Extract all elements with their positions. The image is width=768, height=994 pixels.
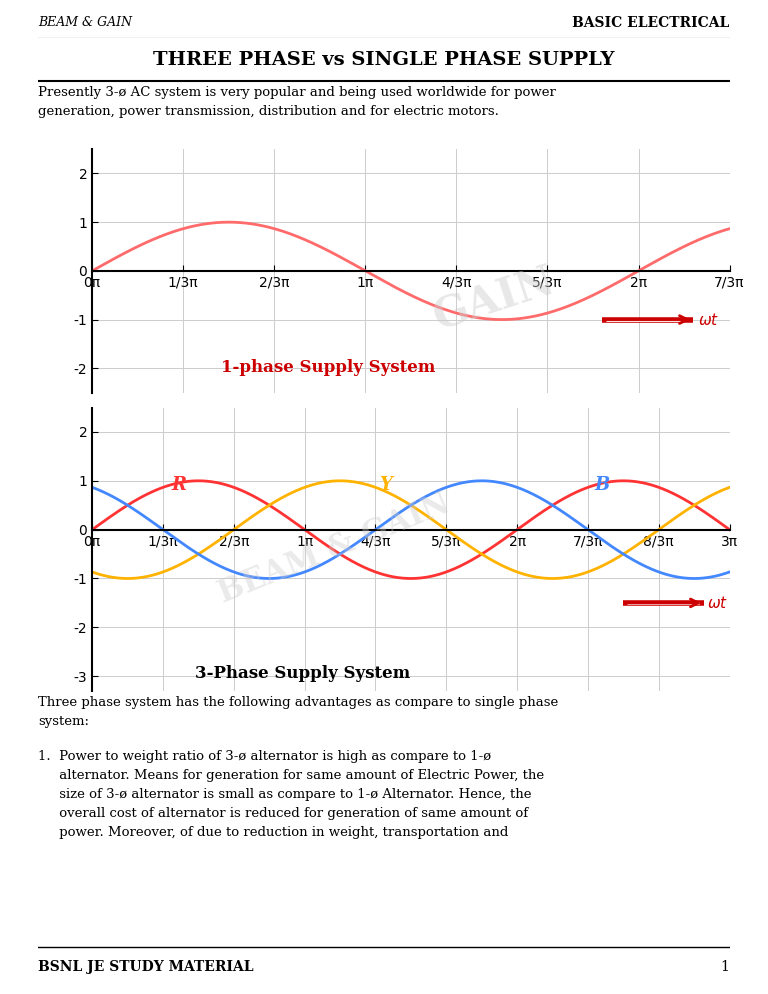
Text: B: B (594, 475, 610, 494)
Text: BEAM & GAIN: BEAM & GAIN (38, 16, 133, 30)
Text: $\omega t$: $\omega t$ (697, 311, 719, 328)
Text: GAIN: GAIN (428, 260, 560, 339)
Text: BEAM & GAIN: BEAM & GAIN (214, 489, 455, 609)
Text: 3-Phase Supply System: 3-Phase Supply System (195, 665, 410, 682)
Text: Presently 3-ø AC system is very popular and being used worldwide for power
gener: Presently 3-ø AC system is very popular … (38, 86, 556, 118)
Text: THREE PHASE vs SINGLE PHASE SUPPLY: THREE PHASE vs SINGLE PHASE SUPPLY (154, 51, 614, 69)
Text: 1-phase Supply System: 1-phase Supply System (221, 359, 435, 376)
Text: R: R (171, 475, 186, 494)
Text: BSNL JE STUDY MATERIAL: BSNL JE STUDY MATERIAL (38, 959, 254, 974)
Text: BASIC ELECTRICAL: BASIC ELECTRICAL (572, 16, 730, 30)
Text: 1.  Power to weight ratio of 3-ø alternator is high as compare to 1-ø
     alter: 1. Power to weight ratio of 3-ø alternat… (38, 750, 545, 840)
Text: Three phase system has the following advantages as compare to single phase
syste: Three phase system has the following adv… (38, 696, 558, 728)
Text: $\omega t$: $\omega t$ (707, 595, 729, 611)
Text: 1: 1 (720, 959, 730, 974)
Text: Y: Y (379, 475, 392, 494)
